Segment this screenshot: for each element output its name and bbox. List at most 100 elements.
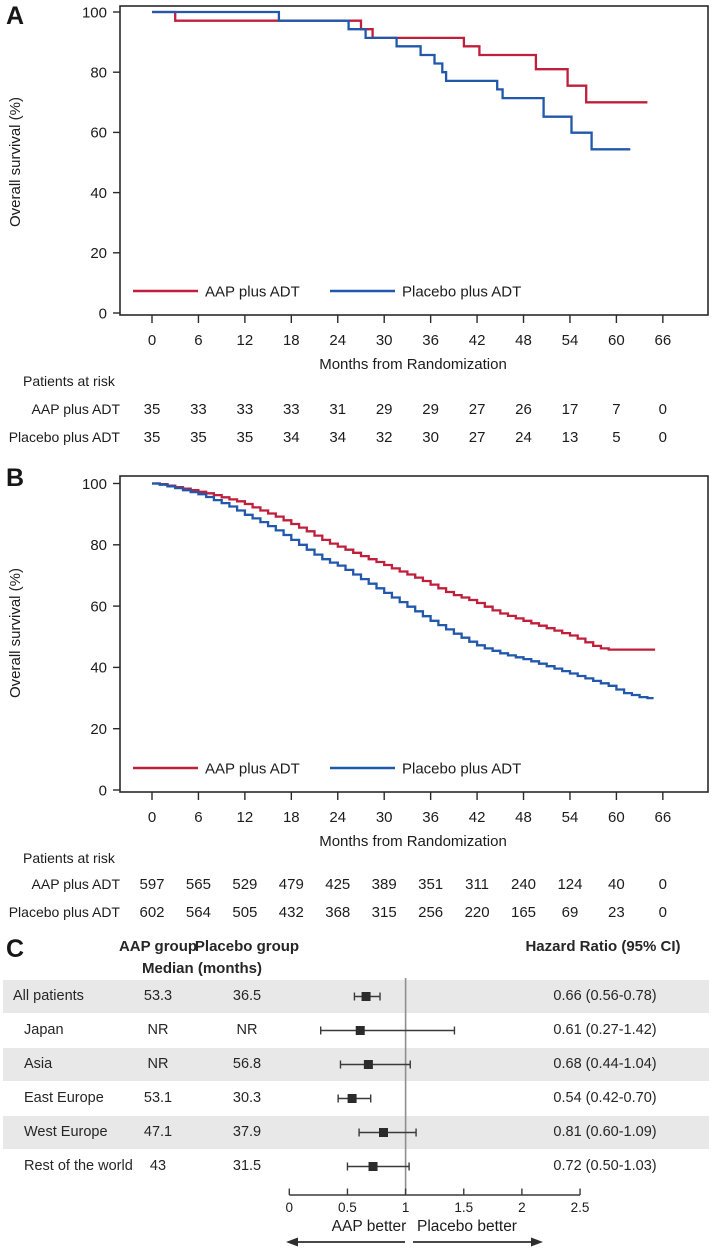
aap-median-value: NR (147, 1056, 169, 1072)
hr-point-marker (355, 1026, 365, 1035)
at-risk-count: 597 (139, 876, 164, 893)
at-risk-count: 13 (562, 429, 579, 446)
y-tick-label: 80 (90, 64, 107, 81)
hazard-ratio-value: 0.68 (0.44-1.04) (553, 1056, 657, 1072)
hr-point-marker (379, 1128, 389, 1137)
km-curve-aap-plus-adt (152, 10, 648, 104)
x-tick-label: 24 (329, 809, 346, 826)
at-risk-count: 240 (511, 876, 536, 893)
column-header-aap-group: AAP group (118, 938, 198, 955)
column-header-hazard-ratio: Hazard Ratio (95% CI) (525, 938, 681, 955)
forest-x-tick-label: 0 (286, 1200, 294, 1215)
x-tick-label: 36 (422, 332, 439, 349)
forest-x-tick-label: 1.5 (454, 1200, 473, 1215)
hazard-ratio-value: 0.66 (0.56-0.78) (553, 988, 657, 1004)
legend-label-aap: AAP plus ADT (205, 283, 300, 300)
at-risk-count: 33 (237, 401, 254, 418)
y-axis-title: Overall survival (%) (7, 97, 24, 227)
at-risk-count: 35 (190, 429, 207, 446)
x-axis-title: Months from Randomization (319, 833, 507, 850)
x-tick-label: 42 (469, 332, 486, 349)
hazard-ratio-value: 0.54 (0.42-0.70) (553, 1090, 657, 1106)
at-risk-count: 34 (329, 429, 346, 446)
at-risk-count: 30 (422, 429, 439, 446)
x-tick-label: 0 (148, 332, 156, 349)
x-tick-label: 66 (654, 332, 671, 349)
at-risk-count: 165 (511, 904, 536, 921)
placebo-median-value: 30.3 (232, 1090, 262, 1106)
at-risk-count: 29 (376, 401, 393, 418)
km-curve-placebo-plus-adt (152, 10, 631, 151)
x-tick-label: 30 (376, 332, 393, 349)
hr-point-marker (347, 1094, 357, 1103)
at-risk-count: 351 (418, 876, 443, 893)
forest-plot-graphic: 0 0.5 1 1.5 2 2.5 AAP better Placebo better (286, 978, 589, 1247)
placebo-median-value: 36.5 (232, 988, 262, 1004)
at-risk-count: 479 (279, 876, 304, 893)
x-tick-label: 60 (608, 332, 625, 349)
panel-b-label: B (6, 464, 25, 492)
y-tick-label: 100 (82, 476, 107, 493)
hazard-ratio-value: 0.61 (0.27-1.42) (553, 1022, 657, 1038)
forest-row-all-patients: All patients 53.3 36.5 0.66 (0.56-0.78) (3, 980, 709, 1013)
at-risk-count: 32 (376, 429, 393, 446)
at-risk-count: 602 (139, 904, 164, 921)
placebo-median-value: NR (236, 1022, 258, 1038)
aap-median-value: 43 (149, 1158, 167, 1174)
x-tick-label: 60 (608, 809, 625, 826)
at-risk-count: 529 (232, 876, 257, 893)
panel-c-forest-plot: C AAP group Placebo group Hazard Ratio (… (0, 935, 712, 1250)
panel-c-label: C (6, 935, 25, 963)
at-risk-count: 0 (659, 904, 667, 921)
x-tick-label: 6 (194, 809, 202, 826)
at-risk-count: 565 (186, 876, 211, 893)
at-risk-row-label: Placebo plus ADT (9, 904, 121, 920)
x-tick-label: 18 (283, 809, 300, 826)
at-risk-count: 220 (465, 904, 490, 921)
x-axis-title: Months from Randomization (319, 356, 507, 373)
panel-b-kaplan-meier: B 0 20 40 60 80 100 0 6 12 18 24 30 36 42 48 54 60 66 Mont… (0, 460, 712, 935)
subgroup-label: All patients (13, 988, 84, 1004)
y-tick-label: 60 (90, 598, 107, 615)
subgroup-label: East Europe (24, 1090, 104, 1106)
column-header-median-months: Median (months) (142, 960, 262, 977)
at-risk-count: 26 (515, 401, 532, 418)
placebo-median-value: 31.5 (232, 1158, 262, 1174)
panel-a-kaplan-meier: A 0 20 40 60 80 100 0 6 12 18 24 30 36 42 48 54 60 66 Mont… (0, 0, 712, 460)
at-risk-count: 33 (190, 401, 207, 418)
y-tick-label: 40 (90, 185, 107, 202)
x-tick-label: 48 (515, 809, 532, 826)
at-risk-count: 27 (469, 429, 486, 446)
at-risk-count: 34 (283, 429, 300, 446)
at-risk-title: Patients at risk (23, 850, 116, 866)
at-risk-count: 368 (325, 904, 350, 921)
at-risk-count: 0 (659, 429, 667, 446)
x-tick-label: 66 (654, 809, 671, 826)
at-risk-count: 17 (562, 401, 579, 418)
at-risk-count: 27 (469, 401, 486, 418)
x-tick-label: 12 (237, 332, 254, 349)
at-risk-count: 432 (279, 904, 304, 921)
x-tick-label: 30 (376, 809, 393, 826)
placebo-median-value: 56.8 (232, 1056, 262, 1072)
at-risk-count: 40 (608, 876, 625, 893)
at-risk-count: 5 (612, 429, 620, 446)
at-risk-row-label: Placebo plus ADT (9, 429, 121, 445)
subgroup-label: Asia (24, 1056, 53, 1072)
y-tick-label: 100 (82, 4, 107, 21)
at-risk-count: 311 (465, 876, 489, 893)
y-tick-label: 0 (99, 305, 107, 322)
x-tick-label: 6 (194, 332, 202, 349)
y-tick-label: 20 (90, 721, 107, 738)
aap-median-value: NR (147, 1022, 169, 1038)
y-tick-label: 80 (90, 537, 107, 554)
x-tick-label: 48 (515, 332, 532, 349)
x-tick-label: 24 (329, 332, 346, 349)
legend-label-aap: AAP plus ADT (205, 760, 300, 777)
legend-label-placebo: Placebo plus ADT (402, 283, 521, 300)
at-risk-row-label: AAP plus ADT (32, 876, 121, 892)
subgroup-label: West Europe (24, 1124, 108, 1140)
forest-x-tick-label: 1 (402, 1200, 410, 1215)
hr-point-marker (361, 992, 371, 1001)
